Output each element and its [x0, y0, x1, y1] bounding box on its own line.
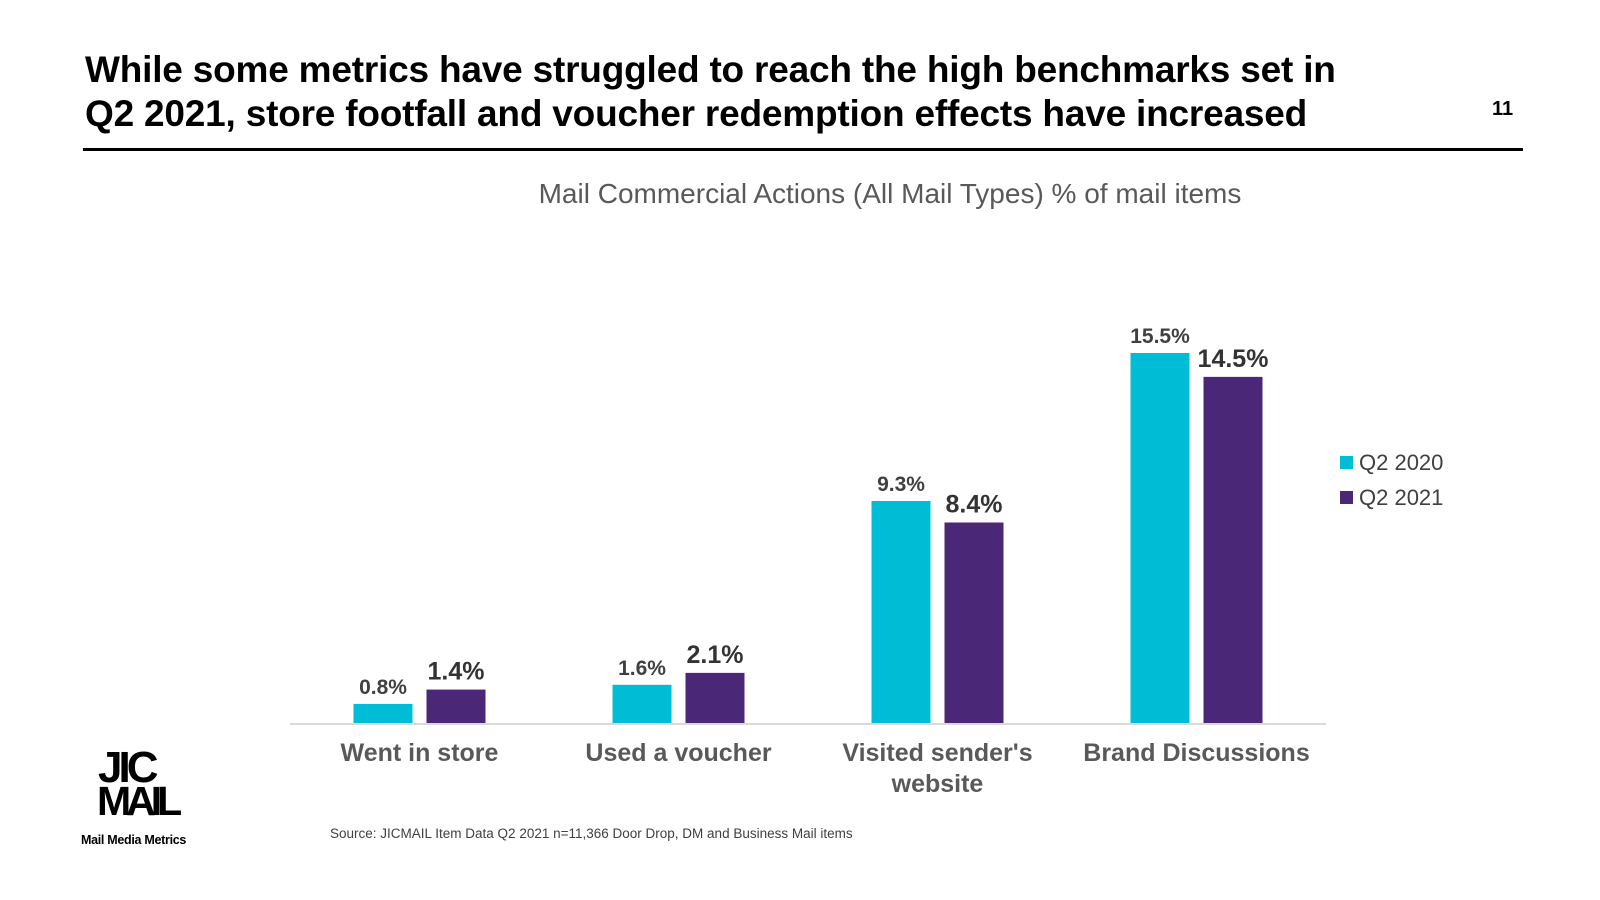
data-label-q2-2020-0: 0.8% [359, 676, 407, 699]
data-label-q2-2021-0: 1.4% [428, 658, 485, 686]
chart-title: Mail Commercial Actions (All Mail Types)… [538, 178, 1242, 209]
bar-q2-2021-0 [426, 689, 486, 723]
bar-q2-2021-2 [944, 522, 1004, 723]
legend-item-q2-2020: Q2 2020 [1340, 445, 1443, 480]
data-label-q2-2021-3: 14.5% [1198, 345, 1269, 373]
logo-wordmark-mail: MAIL [97, 778, 182, 824]
bar-q2-2020-2 [871, 501, 931, 723]
page-number: 11 [1492, 98, 1514, 120]
bar-q2-2020-3 [1130, 353, 1190, 723]
chart-legend: Q2 2020 Q2 2021 [1340, 445, 1443, 515]
x-tick-label-2-line-0: Visited sender's [842, 739, 1032, 767]
bar-q2-2020-0 [353, 703, 413, 723]
legend-swatch-q2-2020 [1340, 456, 1353, 469]
x-tick-label-1: Used a voucher [585, 739, 771, 767]
legend-label-q2-2021: Q2 2021 [1359, 484, 1444, 510]
bar-q2-2021-1 [685, 672, 745, 723]
slide-headline: While some metrics have struggled to rea… [85, 48, 1485, 136]
jicmail-logo: JIC MAIL Mail Media Metrics [81, 746, 211, 852]
bar-q2-2020-1 [612, 684, 672, 723]
headline-line-1: While some metrics have struggled to rea… [85, 49, 1336, 90]
x-tick-label-2-line-1: website [891, 770, 984, 798]
x-tick-label-0: Went in store [341, 739, 499, 767]
logo-tagline: Mail Media Metrics [81, 833, 187, 847]
data-label-q2-2021-1: 2.1% [687, 641, 744, 669]
data-label-q2-2021-2: 8.4% [946, 490, 1003, 518]
headline-line-2: Q2 2021, store footfall and voucher rede… [85, 93, 1307, 134]
logo-wordmark-jic: JIC [98, 743, 159, 792]
headline-divider [83, 148, 1523, 151]
data-label-q2-2020-1: 1.6% [618, 657, 666, 680]
source-note: Source: JICMAIL Item Data Q2 2021 n=11,3… [330, 826, 853, 841]
legend-label-q2-2020: Q2 2020 [1359, 449, 1444, 475]
data-label-q2-2020-3: 15.5% [1130, 325, 1190, 348]
legend-swatch-q2-2021 [1340, 491, 1353, 504]
data-label-q2-2020-2: 9.3% [877, 473, 925, 496]
bar-q2-2021-3 [1203, 376, 1263, 723]
legend-item-q2-2021: Q2 2021 [1340, 480, 1443, 515]
x-tick-label-3: Brand Discussions [1083, 739, 1309, 767]
